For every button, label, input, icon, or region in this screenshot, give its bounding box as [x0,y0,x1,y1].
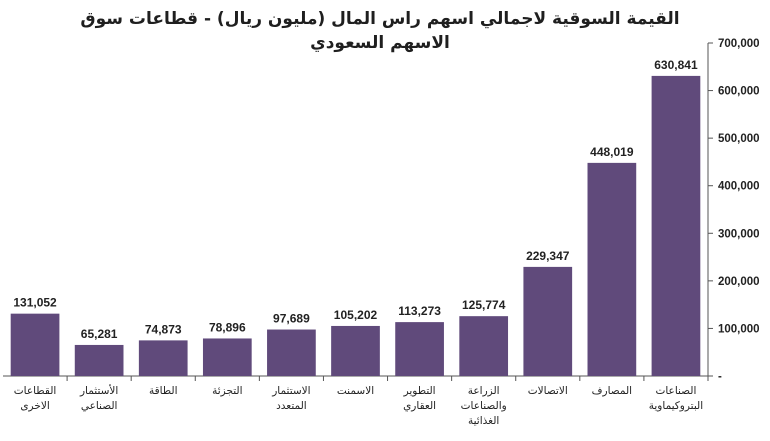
y-tick-label: - [718,371,722,383]
bar [267,329,316,376]
y-tick-label: 100,000 [718,323,760,335]
y-tick-label: 400,000 [718,181,760,193]
bar [587,162,637,376]
x-category-label: الاتصالات [528,385,568,397]
chart-title: القيمة السوقية لاجمالي اسهم راس المال (م… [80,9,679,53]
y-axis: - 100,000 200,000 300,000 400,000 500,000 600,… [3,38,760,383]
bar-value-label: 630,841 [654,58,698,72]
bar-value-label: 74,873 [145,322,182,336]
bar-value-label: 65,281 [81,327,118,341]
bar [459,316,509,376]
bar [74,344,124,376]
x-category-label: المتعدد [276,400,307,412]
y-tick-label: 600,000 [718,86,760,98]
bar [651,75,701,376]
x-category-label: الاسمنت [337,385,374,397]
bar [395,322,444,376]
x-category-label: الأستثمار [79,384,118,397]
y-tick-label: 300,000 [718,228,760,240]
chart-title-line: الاسهم السعودي [310,33,450,53]
x-category-label: الزراعة [468,385,500,397]
x-category-label: التجزئة [212,385,242,397]
bar-value-label: 113,273 [398,304,441,318]
chart-title-line: القيمة السوقية لاجمالي اسهم راس المال (م… [80,9,679,29]
bar [10,313,60,376]
bar-value-label: 131,052 [13,296,57,310]
bar [202,338,252,376]
bar-value-label: 448,019 [590,145,634,159]
x-axis-labels: الصناعات البتروكيماوية المصارف الاتصالات الز… [14,376,709,427]
bar [331,325,380,376]
bar [523,266,573,376]
x-category-label: الطاقة [149,385,178,397]
bar-value-label: 229,347 [526,249,570,263]
bar-value-label: 78,896 [209,320,246,334]
bars: 630,841 448,019 229,347 125,774 113,273 105,2… [10,58,701,376]
x-category-label: الاستثمار [271,385,310,397]
x-category-label: القطاعات [14,385,57,397]
bar-value-label: 105,202 [334,308,378,322]
y-tick-label: 200,000 [718,276,760,288]
x-category-label: الاخرى [20,400,49,412]
x-category-label: الصناعي [81,400,118,412]
bar [138,340,188,376]
bar-value-label: 97,689 [273,312,310,326]
x-category-label: العقاري [403,400,436,412]
x-category-label: والصناعات [461,400,507,412]
bar-value-label: 125,774 [462,298,506,312]
y-tick-label: 700,000 [718,38,760,50]
x-category-label: الغذائية [468,415,499,427]
x-category-label: المصارف [592,385,632,397]
x-category-label: البتروكيماوية [649,400,703,412]
x-category-label: الصناعات [655,385,696,397]
x-category-label: التطوير [403,385,436,397]
y-tick-label: 500,000 [718,133,760,145]
